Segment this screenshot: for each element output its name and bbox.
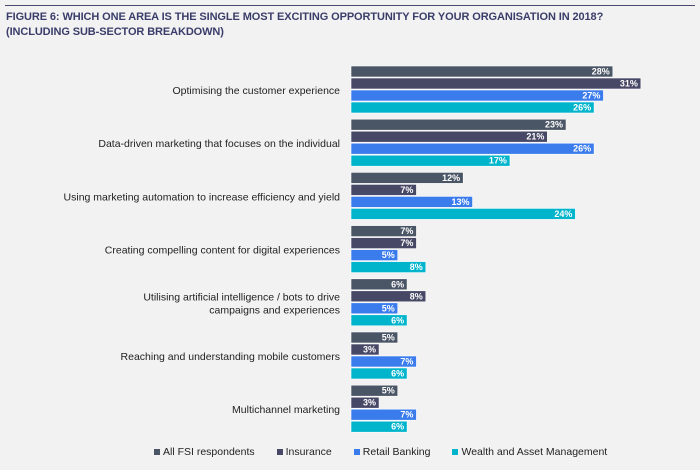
data-label: 12%: [442, 173, 460, 183]
bar-wealth-and-asset-management: [350, 208, 576, 220]
category-label: Optimising the customer experience: [173, 85, 341, 97]
bar-wealth-and-asset-management: [350, 420, 408, 433]
data-label: 6%: [391, 315, 404, 325]
bar-retail-banking: [350, 408, 417, 421]
title-line-2: (INCLUDING SUB-SECTOR BREAKDOWN): [6, 26, 224, 38]
data-label: 24%: [554, 209, 572, 219]
data-label: 26%: [573, 103, 591, 113]
legend-swatch: [276, 449, 283, 455]
legend-item: Retail Banking: [353, 446, 431, 458]
bar-wealth-and-asset-management: [350, 314, 408, 327]
legend-label: Wealth and Asset Management: [461, 446, 608, 458]
data-label: 5%: [382, 333, 395, 343]
bar-insurance: [350, 130, 548, 143]
category-label: Data-driven marketing that focuses on th…: [98, 138, 340, 150]
bar-retail-banking: [350, 249, 399, 261]
bar-all-fsi-respondents: [350, 384, 399, 397]
category-label: Using marketing automation to increase e…: [64, 191, 341, 203]
data-label: 8%: [410, 291, 423, 301]
legend-label: Retail Banking: [362, 446, 431, 458]
data-label: 7%: [400, 226, 413, 236]
legend: All FSI respondents Insurance Retail Banki…: [154, 446, 607, 458]
bar-wealth-and-asset-management: [350, 101, 595, 114]
bar-all-fsi-respondents: [350, 65, 614, 78]
data-label: 3%: [363, 398, 376, 408]
data-label: 7%: [400, 185, 413, 195]
bar-wealth-and-asset-management: [350, 261, 427, 273]
bar-all-fsi-respondents: [350, 278, 408, 291]
bar-all-fsi-respondents: [350, 172, 464, 184]
legend-item: Insurance: [276, 446, 332, 458]
data-label: 23%: [545, 120, 563, 130]
bar-retail-banking: [350, 302, 399, 315]
bar-retail-banking: [350, 89, 604, 102]
legend-label: All FSI respondents: [163, 446, 255, 458]
chart-title: FIGURE 6: WHICH ONE AREA IS THE SINGLE M…: [6, 10, 603, 40]
legend-swatch: [154, 449, 160, 455]
category-label: Reaching and understanding mobile custom…: [121, 351, 340, 363]
bar-insurance: [350, 343, 380, 356]
bar-all-fsi-respondents: [350, 118, 567, 131]
data-label: 5%: [382, 250, 395, 260]
bar-insurance: [350, 290, 427, 303]
data-label: 5%: [382, 303, 395, 313]
bar-insurance: [350, 237, 417, 249]
bar-insurance: [350, 396, 380, 409]
bar-retail-banking: [350, 196, 473, 208]
data-label: 7%: [400, 238, 413, 248]
legend-swatch: [452, 449, 459, 455]
bar-wealth-and-asset-management: [350, 367, 408, 380]
bar-wealth-and-asset-management: [350, 154, 511, 167]
data-label: 27%: [582, 91, 600, 101]
category-label: Multichannel marketing: [232, 404, 340, 416]
data-label: 21%: [526, 132, 544, 142]
data-label: 28%: [592, 67, 610, 77]
legend-item: All FSI respondents: [154, 446, 255, 458]
bar-all-fsi-respondents: [350, 331, 399, 344]
data-label: 8%: [410, 262, 423, 272]
bar-retail-banking: [350, 142, 595, 155]
legend-swatch: [353, 449, 360, 455]
data-label: 6%: [391, 279, 404, 289]
data-label: 6%: [391, 422, 404, 432]
data-label: 5%: [382, 386, 395, 396]
bar-insurance: [350, 77, 642, 90]
category-label: Creating compelling content for digital …: [105, 245, 340, 257]
data-label: 7%: [400, 410, 413, 420]
data-label: 6%: [391, 369, 404, 379]
bar-retail-banking: [350, 355, 417, 368]
data-label: 7%: [400, 357, 413, 367]
data-label: 3%: [363, 345, 376, 355]
data-label: 26%: [573, 144, 591, 154]
title-line-1: FIGURE 6: WHICH ONE AREA IS THE SINGLE M…: [6, 11, 604, 23]
data-label: 17%: [489, 156, 507, 166]
category-label: Utilising artificial intelligence / bots…: [143, 291, 340, 316]
data-label: 13%: [452, 197, 470, 207]
legend-item: Wealth and Asset Management: [452, 446, 607, 458]
bar-all-fsi-respondents: [350, 225, 417, 237]
data-label: 31%: [620, 79, 638, 89]
bar-insurance: [350, 184, 417, 196]
title-rule: [5, 5, 695, 6]
legend-label: Insurance: [285, 446, 332, 458]
